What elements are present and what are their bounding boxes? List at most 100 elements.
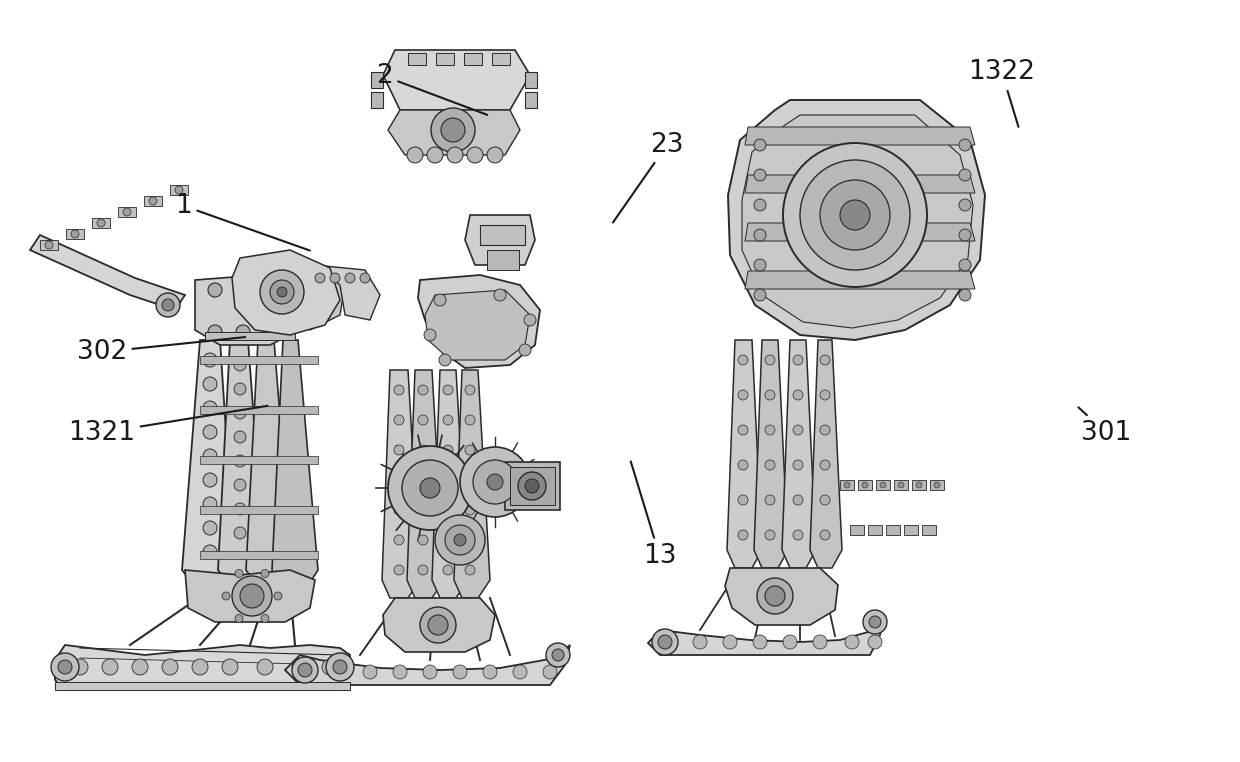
Circle shape <box>298 663 312 677</box>
Circle shape <box>334 660 347 674</box>
Circle shape <box>203 497 217 511</box>
Circle shape <box>203 449 217 463</box>
Circle shape <box>162 659 179 675</box>
Circle shape <box>868 635 882 649</box>
Circle shape <box>794 460 804 470</box>
Bar <box>464 53 482 65</box>
Circle shape <box>102 659 118 675</box>
Circle shape <box>472 460 517 504</box>
Circle shape <box>427 147 443 163</box>
Circle shape <box>432 108 475 152</box>
Circle shape <box>543 665 557 679</box>
Circle shape <box>236 614 243 623</box>
Circle shape <box>394 535 404 545</box>
Circle shape <box>257 659 273 675</box>
Polygon shape <box>451 482 464 489</box>
Circle shape <box>443 505 453 515</box>
Circle shape <box>443 565 453 575</box>
Circle shape <box>418 475 428 485</box>
Circle shape <box>552 649 564 661</box>
Circle shape <box>330 273 340 283</box>
Bar <box>200 506 317 514</box>
Polygon shape <box>894 480 908 490</box>
Circle shape <box>738 425 748 435</box>
Circle shape <box>520 344 531 356</box>
Circle shape <box>441 118 465 142</box>
Polygon shape <box>432 370 467 598</box>
Circle shape <box>162 299 174 311</box>
Circle shape <box>794 355 804 365</box>
Circle shape <box>360 273 370 283</box>
Polygon shape <box>728 100 985 340</box>
Bar <box>436 53 454 65</box>
Polygon shape <box>144 196 162 206</box>
Circle shape <box>203 353 217 367</box>
Bar <box>480 225 525 245</box>
Polygon shape <box>868 525 882 535</box>
Circle shape <box>388 446 472 530</box>
Circle shape <box>820 530 830 540</box>
Circle shape <box>765 495 775 505</box>
Circle shape <box>234 383 246 395</box>
Circle shape <box>813 635 827 649</box>
Circle shape <box>869 616 880 628</box>
Circle shape <box>959 169 971 181</box>
Circle shape <box>394 445 404 455</box>
Circle shape <box>236 325 250 339</box>
Circle shape <box>45 241 53 249</box>
Circle shape <box>264 283 278 297</box>
Bar <box>200 551 317 559</box>
Text: 1321: 1321 <box>68 406 268 446</box>
Polygon shape <box>424 484 436 492</box>
Bar <box>492 53 510 65</box>
Polygon shape <box>92 218 110 228</box>
Circle shape <box>754 139 766 151</box>
Polygon shape <box>904 525 918 535</box>
Circle shape <box>326 653 353 681</box>
Circle shape <box>418 445 428 455</box>
Bar <box>510 467 556 505</box>
Polygon shape <box>433 483 445 491</box>
Polygon shape <box>285 645 570 685</box>
Polygon shape <box>272 340 317 590</box>
Circle shape <box>363 665 377 679</box>
Circle shape <box>765 460 775 470</box>
Circle shape <box>738 495 748 505</box>
Circle shape <box>208 325 222 339</box>
Circle shape <box>418 565 428 575</box>
Polygon shape <box>745 127 975 145</box>
Polygon shape <box>725 568 838 625</box>
Circle shape <box>175 186 184 194</box>
Circle shape <box>420 607 456 643</box>
Circle shape <box>277 287 286 297</box>
Circle shape <box>765 425 775 435</box>
Circle shape <box>844 635 859 649</box>
Text: 1: 1 <box>175 193 310 251</box>
Circle shape <box>234 503 246 515</box>
Circle shape <box>487 474 503 490</box>
Polygon shape <box>66 229 84 239</box>
Polygon shape <box>727 340 763 568</box>
Circle shape <box>291 659 308 675</box>
Circle shape <box>402 460 458 516</box>
Circle shape <box>234 407 246 419</box>
Circle shape <box>465 445 475 455</box>
Circle shape <box>274 592 281 600</box>
Circle shape <box>820 495 830 505</box>
Polygon shape <box>480 479 492 487</box>
Circle shape <box>439 354 451 366</box>
Circle shape <box>264 325 278 339</box>
Circle shape <box>465 535 475 545</box>
Circle shape <box>236 569 243 578</box>
Polygon shape <box>470 480 482 488</box>
Circle shape <box>465 385 475 395</box>
Bar <box>200 356 317 364</box>
Circle shape <box>303 665 317 679</box>
Circle shape <box>738 530 748 540</box>
Bar <box>200 406 317 414</box>
Circle shape <box>97 219 105 227</box>
Circle shape <box>959 199 971 211</box>
Circle shape <box>820 425 830 435</box>
Circle shape <box>203 545 217 559</box>
Circle shape <box>525 479 539 493</box>
